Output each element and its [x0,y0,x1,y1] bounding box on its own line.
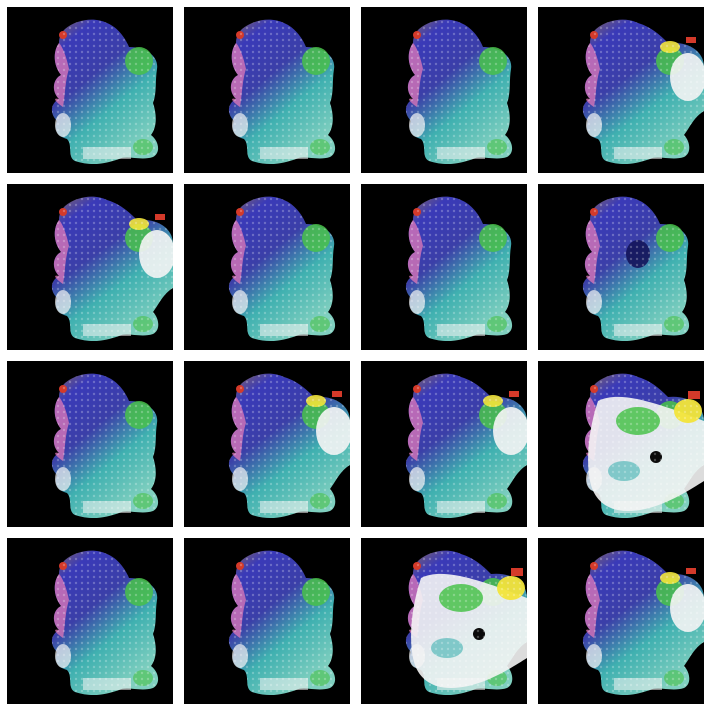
blob-image [228,550,336,696]
blob-image [582,373,704,519]
generated-image-tile [361,361,527,527]
blob-image [51,373,159,519]
generated-image-tile [184,7,350,173]
generated-image-tile [538,361,704,527]
generated-image-tile [7,361,173,527]
blob-image [228,373,350,519]
blob-image [51,196,173,342]
generated-image-tile [361,538,527,704]
generated-image-tile [184,538,350,704]
generated-image-tile [184,184,350,350]
blob-image [405,196,513,342]
generated-image-tile [361,184,527,350]
blob-image [582,196,690,342]
generated-image-tile [361,7,527,173]
blob-image [582,19,704,165]
generated-image-tile [538,184,704,350]
blob-image [51,19,159,165]
blob-image [582,550,704,696]
generated-image-tile [7,7,173,173]
blob-image [405,19,513,165]
generated-image-tile [184,361,350,527]
blob-image [228,19,336,165]
generated-image-tile [538,7,704,173]
blob-image [405,550,527,696]
generated-image-tile [7,538,173,704]
generated-image-tile [538,538,704,704]
blob-image [51,550,159,696]
blob-image [405,373,527,519]
generated-image-tile [7,184,173,350]
blob-image [228,196,336,342]
